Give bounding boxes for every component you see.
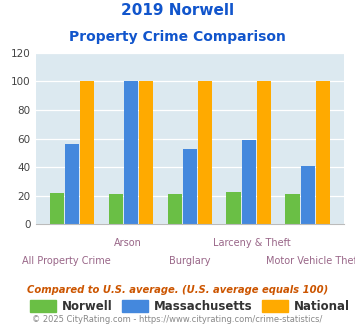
Text: 2019 Norwell: 2019 Norwell bbox=[121, 3, 234, 18]
Text: Arson: Arson bbox=[114, 238, 142, 248]
Legend: Norwell, Massachusetts, National: Norwell, Massachusetts, National bbox=[25, 295, 355, 318]
Text: Motor Vehicle Theft: Motor Vehicle Theft bbox=[266, 256, 355, 266]
Bar bbox=[285, 194, 300, 224]
Bar bbox=[50, 193, 64, 224]
Bar bbox=[257, 82, 271, 224]
Bar bbox=[242, 140, 256, 224]
Bar bbox=[139, 82, 153, 224]
Bar bbox=[65, 144, 79, 224]
Bar bbox=[183, 148, 197, 224]
Bar bbox=[226, 191, 241, 224]
Text: Compared to U.S. average. (U.S. average equals 100): Compared to U.S. average. (U.S. average … bbox=[27, 285, 328, 295]
Bar bbox=[198, 82, 212, 224]
Text: Larceny & Theft: Larceny & Theft bbox=[213, 238, 291, 248]
Text: Property Crime Comparison: Property Crime Comparison bbox=[69, 30, 286, 44]
Bar bbox=[109, 194, 123, 224]
Bar bbox=[168, 194, 182, 224]
Bar bbox=[301, 166, 315, 224]
Bar bbox=[316, 82, 330, 224]
Text: All Property Crime: All Property Crime bbox=[22, 256, 111, 266]
Bar bbox=[124, 82, 138, 224]
Text: Burglary: Burglary bbox=[169, 256, 211, 266]
Text: © 2025 CityRating.com - https://www.cityrating.com/crime-statistics/: © 2025 CityRating.com - https://www.city… bbox=[32, 315, 323, 324]
Bar bbox=[80, 82, 94, 224]
